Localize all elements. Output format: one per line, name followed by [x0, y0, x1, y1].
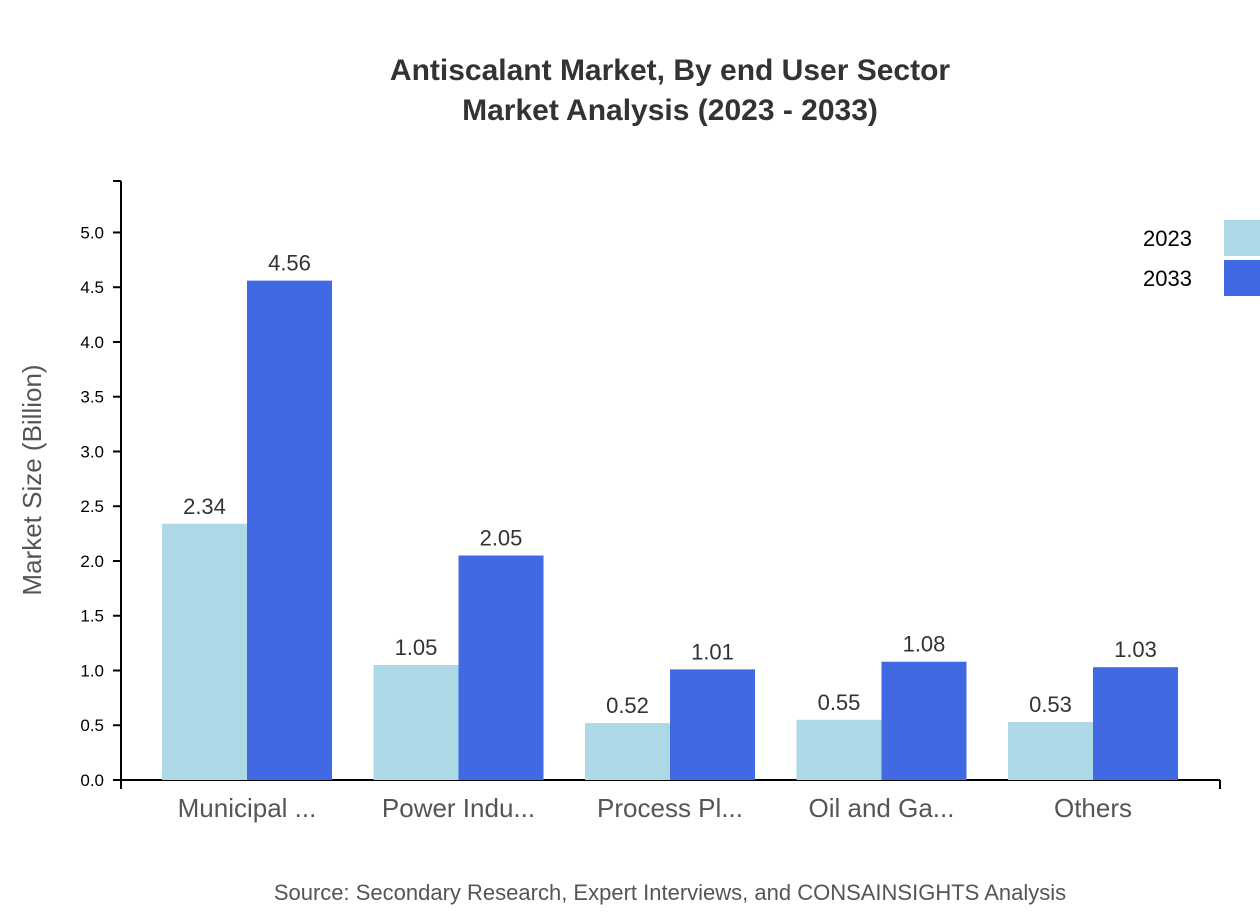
x-tick-label: Municipal ...: [178, 793, 317, 823]
legend-label: 2033: [1143, 266, 1192, 291]
bar-2023: [1008, 721, 1093, 780]
y-tick-label: 0.0: [80, 771, 104, 790]
y-axis-label: Market Size (Billion): [17, 364, 47, 595]
y-tick-label: 4.5: [80, 278, 104, 297]
bar-2033: [247, 280, 332, 780]
bar-2023: [796, 719, 882, 780]
bar-2033: [1093, 667, 1178, 780]
bar-2033: [670, 669, 755, 780]
legend-swatch-2033: [1224, 260, 1260, 296]
y-tick-label: 3.5: [80, 388, 104, 407]
y-tick-label: 0.5: [80, 716, 104, 735]
source-note: Source: Secondary Research, Expert Inter…: [274, 880, 1066, 905]
data-label: 4.56: [268, 251, 311, 276]
data-label: 1.01: [691, 639, 734, 664]
x-tick-label: Others: [1054, 793, 1132, 823]
data-label: 0.55: [818, 690, 861, 715]
x-tick-label: Process Pl...: [597, 793, 743, 823]
chart-title: Antiscalant Market, By end User Sector: [390, 54, 951, 87]
chart-subtitle: Market Analysis (2023 - 2033): [462, 94, 878, 127]
bar-2023: [585, 723, 670, 780]
y-tick-label: 4.0: [80, 333, 104, 352]
y-tick-label: 2.5: [80, 497, 104, 516]
y-tick-label: 5.0: [80, 223, 104, 242]
data-label: 1.03: [1114, 637, 1157, 662]
bar-2023: [373, 665, 459, 780]
data-label: 2.34: [183, 494, 226, 519]
data-label: 0.53: [1029, 692, 1072, 717]
legend-swatch-2023: [1224, 220, 1260, 256]
bar-2033: [458, 555, 544, 780]
y-tick-label: 1.5: [80, 607, 104, 626]
y-tick-label: 2.0: [80, 552, 104, 571]
x-tick-label: Oil and Ga...: [809, 793, 955, 823]
bar-2023: [162, 523, 247, 780]
data-label: 2.05: [480, 526, 523, 551]
y-tick-label: 3.0: [80, 442, 104, 461]
data-label: 1.08: [903, 632, 946, 657]
data-label: 0.52: [606, 693, 649, 718]
bar-2033: [881, 661, 967, 780]
x-tick-label: Power Indu...: [382, 793, 535, 823]
data-label: 1.05: [395, 635, 438, 660]
y-tick-label: 1.0: [80, 661, 104, 680]
legend-label: 2023: [1143, 226, 1192, 251]
